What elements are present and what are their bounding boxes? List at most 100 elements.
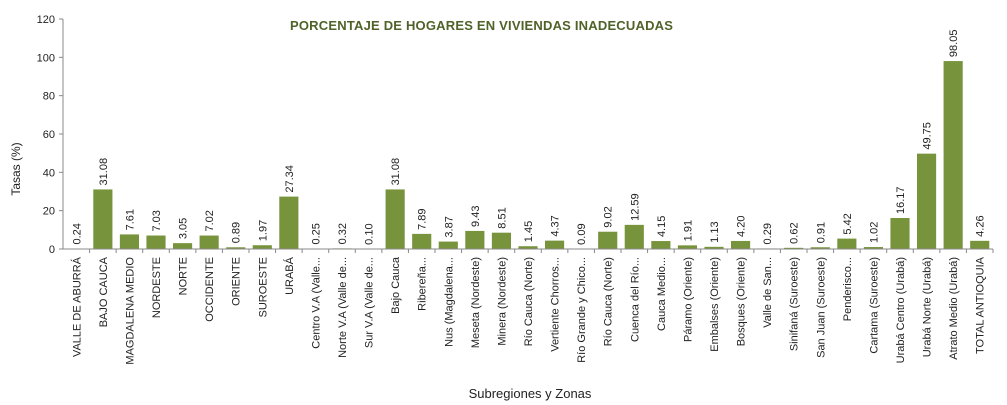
category-label: Cuenca del Río... (629, 257, 641, 342)
bar (146, 235, 166, 249)
data-label: 0.24 (71, 223, 83, 244)
category-label: SUROESTE (257, 257, 269, 318)
category-label: Sur V.A (Valle de... (364, 257, 376, 348)
bar (651, 241, 671, 249)
bar (890, 218, 910, 249)
data-label: 0.62 (789, 222, 801, 243)
category-label: Cartama (Suroeste) (868, 257, 880, 354)
data-label: 16.17 (895, 186, 907, 214)
bar (438, 241, 458, 249)
bar (465, 230, 485, 249)
bar (173, 243, 193, 249)
category-label: OCCIDENTE (204, 257, 216, 322)
bar (518, 246, 538, 249)
category-label: Bajo Cauca (390, 256, 402, 314)
bar (810, 247, 830, 249)
bar (624, 224, 644, 249)
category-label: Urabá Centro (Urabá) (895, 257, 907, 363)
category-label: San Juan (Suroeste) (815, 257, 827, 358)
bar (545, 240, 565, 249)
data-label: 3.05 (178, 218, 190, 239)
category-label: Sinifaná (Suroeste) (789, 257, 801, 351)
y-axis: 0 20 40 60 80 100 120 (37, 14, 64, 256)
chart-title: PORCENTAJE DE HOGARES EN VIVIENDAS INADE… (290, 18, 674, 33)
y-tick-label: 80 (43, 91, 55, 103)
data-label: 4.37 (550, 215, 562, 236)
category-label: NORDESTE (151, 257, 163, 318)
bar (970, 240, 990, 249)
data-label: 7.02 (204, 210, 216, 231)
category-label: Norte V.A (Valle de... (337, 257, 349, 358)
x-axis-label: Subregiones y Zonas (468, 386, 592, 401)
data-label: 27.34 (284, 165, 296, 193)
data-label: 4.26 (975, 215, 987, 236)
data-label: 9.02 (603, 206, 615, 227)
data-label: 0.91 (815, 222, 827, 243)
category-label: Meseta (Nordeste) (470, 257, 482, 348)
data-label: 4.20 (736, 216, 748, 237)
category-label: Urabá Norte (Urabá) (922, 257, 934, 357)
category-label: Atrato Medio (Urabá) (948, 257, 960, 360)
category-label: Bosques (Oriente) (736, 257, 748, 346)
data-label: 9.43 (470, 206, 482, 227)
category-label: VALLE DE ABURRÁ (70, 256, 83, 357)
category-label: Ribereña... (417, 257, 429, 311)
bar (279, 196, 299, 249)
data-label: 4.15 (656, 216, 668, 237)
data-label: 0.32 (337, 223, 349, 244)
bar (704, 246, 724, 249)
data-label: 8.51 (496, 207, 508, 228)
data-label: 0.29 (762, 223, 774, 244)
data-label: 7.03 (151, 210, 163, 231)
data-label: 31.08 (390, 158, 402, 186)
bar (731, 240, 751, 249)
bar (412, 233, 432, 249)
data-label: 7.61 (124, 209, 136, 230)
data-label: 98.05 (948, 30, 960, 58)
bars: 0.24 31.08 7.61 7.03 3.05 7.02 0.89 1.97 27.34 0.… (66, 30, 990, 250)
bar (119, 234, 139, 249)
data-label: 1.91 (682, 220, 694, 241)
bar (943, 61, 963, 250)
x-axis: VALLE DE ABURRÁ BAJO CAUCA MAGDALENA MEDIO… (63, 248, 994, 365)
category-label: TOTAL ANTIOQUIA (975, 256, 987, 354)
category-label: Centro V.A (Valle... (310, 257, 322, 349)
category-label: Río Cauca (Norte) (523, 257, 535, 346)
category-label: Nus (Magdalena... (443, 257, 455, 347)
bar (199, 235, 219, 249)
category-label: MAGDALENA MEDIO (124, 257, 136, 365)
data-label: 3.87 (443, 216, 455, 237)
category-label: Vertiente Chorros... (550, 257, 562, 352)
data-label: 0.89 (231, 222, 243, 243)
data-label: 31.08 (98, 158, 110, 186)
category-label: Río Cauca (Norte) (603, 257, 615, 346)
category-label: NORTE (178, 257, 190, 295)
category-label: Valle de San... (762, 257, 774, 328)
bar (917, 153, 937, 249)
category-label: URABÁ (283, 256, 296, 295)
y-axis-label: Tasas (%) (9, 142, 23, 196)
bar (93, 189, 113, 249)
data-label: 1.13 (709, 221, 721, 242)
y-tick-label: 100 (37, 52, 55, 64)
category-label: Páramo (Oriente) (682, 257, 694, 342)
bar (677, 245, 697, 249)
category-label: ORIENTE (231, 257, 243, 306)
data-label: 1.02 (868, 222, 880, 243)
data-label: 0.25 (310, 223, 322, 244)
bar (784, 247, 804, 249)
y-tick-label: 0 (49, 244, 55, 256)
data-label: 7.89 (417, 208, 429, 229)
bar (226, 247, 246, 249)
bar (491, 232, 511, 249)
bar (252, 245, 272, 249)
category-label: BAJO CAUCA (98, 256, 110, 327)
bar (837, 238, 857, 249)
category-label: Cauca Medio... (656, 257, 668, 331)
data-label: 0.09 (576, 223, 588, 244)
y-tick-label: 40 (43, 167, 55, 179)
data-label: 0.10 (364, 223, 376, 244)
data-label: 49.75 (922, 122, 934, 150)
y-tick-label: 60 (43, 129, 55, 141)
